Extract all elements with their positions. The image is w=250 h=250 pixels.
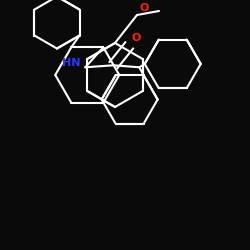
Text: O: O — [131, 33, 141, 43]
Text: HN: HN — [62, 58, 80, 68]
Text: O: O — [139, 3, 148, 13]
